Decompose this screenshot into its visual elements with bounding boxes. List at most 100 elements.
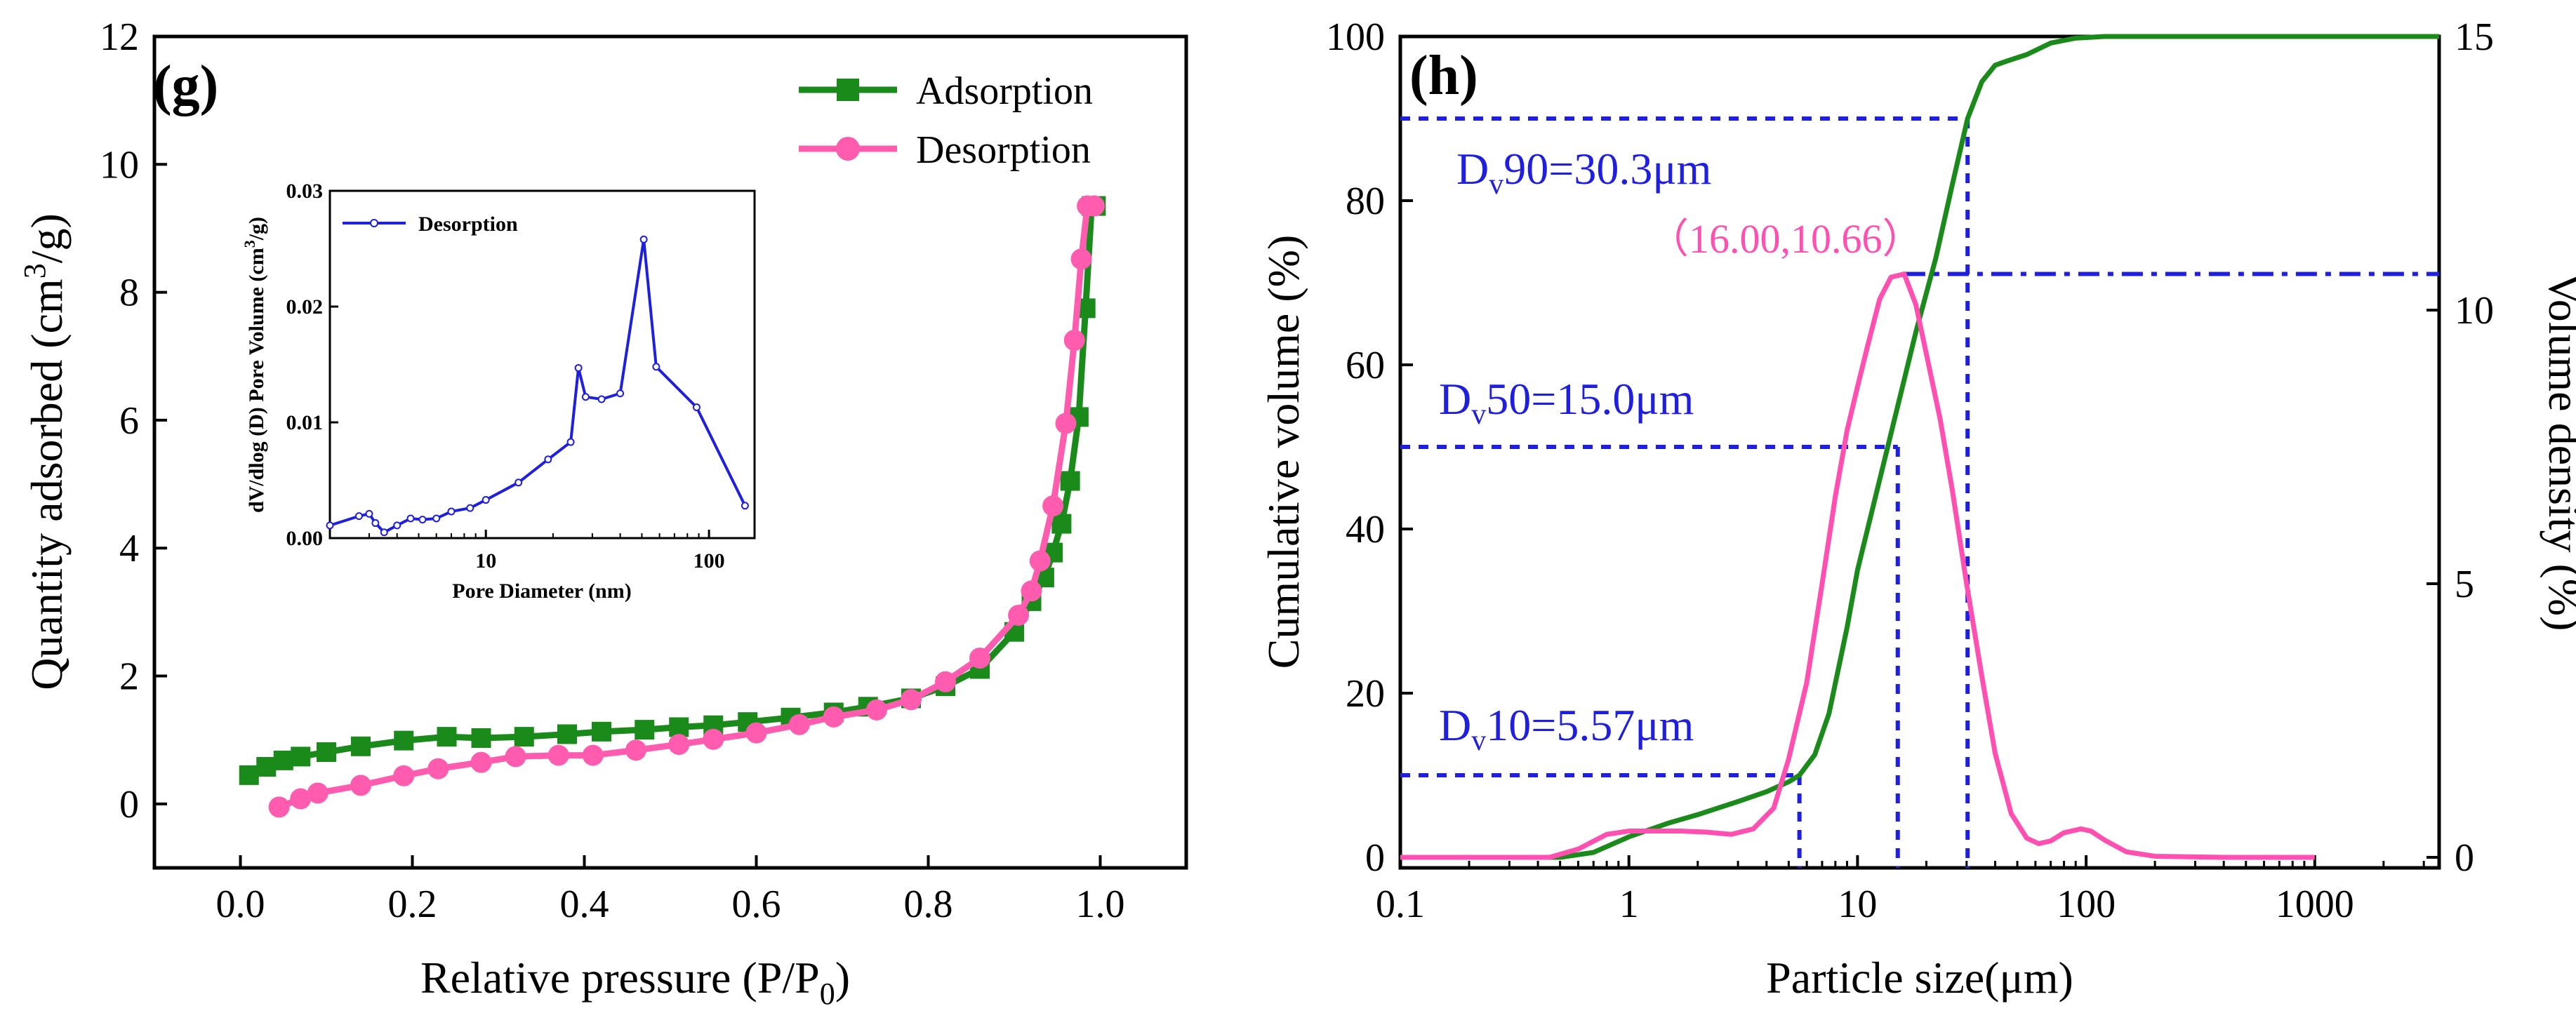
inset-ylabel: dV/dlog (D) Pore Volume (cm3/g) [241,217,268,513]
panel-h-ytick-right-label: 5 [2455,563,2474,606]
series-line-cumulative [1400,34,2439,860]
inset-data-point [365,509,373,518]
panel-h-ytick-label: 100 [1326,15,1385,59]
data-point-adsorption [351,736,371,756]
data-point-desorption [393,765,415,786]
panel-g-ytick-label: 4 [119,527,139,570]
inset-data-point [566,438,575,446]
data-point-desorption [470,751,492,773]
panel-g-xtick-label: 0.8 [904,883,953,926]
data-point-desorption [1055,413,1077,434]
data-point-adsorption [256,756,277,777]
panel-g-ylabel: Quantity adsorbed (cm3/g) [18,213,72,690]
annotation-dv90: Dv90=30.3μm [1456,144,1711,201]
panel-g-xlabel: Relative pressure (P/P0) [420,953,850,1011]
panel-g-xtick-label: 0.2 [388,883,437,926]
inset-plot-frame [328,189,756,540]
inset-data-point [544,455,552,464]
inset-data-point [380,528,388,537]
data-point-adsorption [317,742,336,763]
inset-ytick-label: 0.02 [286,295,324,319]
legend-item-adsorption: Adsorption [799,69,1093,113]
legend-item-desorption: Desorption [799,128,1091,172]
data-point-adsorption [1060,471,1080,491]
annotation-peak: （16.00,10.66） [1648,216,1923,262]
panel-h-xtick-label: 0.1 [1376,883,1425,926]
data-point-desorption [703,728,724,750]
panel-h-ylabel-left: Cumulative volume (%) [1259,235,1308,669]
panel-h-xlabel: Particle size(μm) [1766,953,2073,1003]
panel-h-ytick-label: 0 [1365,836,1385,880]
inset-data-point [581,393,590,401]
inset-legend-label: Desorption [418,213,518,236]
data-point-adsorption [471,728,491,748]
inset-xtick-label: 100 [693,549,725,572]
panel-h-xtick-label: 10 [1838,883,1877,926]
panel-h-letter: (h) [1409,45,1478,107]
panel-g-legend: Adsorption Desorption [799,69,1093,172]
inset-ytick-label: 0.00 [286,527,324,550]
panel-g-ytick-label: 0 [119,783,139,826]
data-point-adsorption [437,727,457,747]
panel-g-xtick-label: 0.4 [560,883,609,926]
data-point-desorption [1063,329,1085,351]
inset-data-point [393,521,401,530]
inset-data-point [692,403,701,412]
inset-ytick-label: 0.03 [286,180,324,203]
data-point-adsorption [273,750,293,770]
data-point-desorption [1070,248,1092,270]
inset-data-point [418,516,427,524]
data-point-desorption [1042,495,1064,517]
data-point-desorption [1021,580,1042,602]
data-point-adsorption [592,721,611,742]
panel-h-xtick-label: 1000 [2276,883,2354,926]
data-point-adsorption [291,746,311,767]
annotation-dv50: Dv50=15.0μm [1439,374,1694,431]
data-point-adsorption [557,724,577,744]
data-point-desorption [547,744,569,766]
inset-data-point [616,389,625,398]
inset-data-point [326,521,334,530]
data-point-desorption [350,775,371,796]
legend-label-desorption: Desorption [916,128,1091,172]
data-point-desorption [505,746,526,768]
data-point-desorption [866,699,887,721]
panel-g-xtick-label: 0.6 [732,883,781,926]
panel-g-ytick-label: 8 [119,272,139,315]
data-point-desorption [1083,195,1105,217]
inset-data-point [741,502,749,510]
data-point-desorption [1029,550,1051,572]
inset-data-point [406,514,415,523]
data-point-desorption [935,671,956,692]
inset-xlabel: Pore Diameter (nm) [452,580,631,603]
inset-chart: 10 100 0.00 0.01 0.02 0.03 Pore Diameter (nm… [241,180,756,603]
data-point-adsorption [635,720,655,740]
data-point-desorption [823,706,844,728]
data-point-desorption [969,648,990,669]
inset-data-point [597,395,606,403]
inset-data-point [447,507,456,516]
panel-h-ytick-label: 80 [1346,180,1385,223]
data-point-desorption [427,758,449,779]
panel-h-ytick-right-label: 10 [2455,289,2494,333]
data-point-desorption [290,788,312,810]
data-point-adsorption [669,717,689,737]
panel-g-chart: 0.0 0.2 0.4 0.6 0.8 1.0 0 2 4 6 8 10 12 (g) Relativ… [18,15,1188,1011]
inset-data-point [574,363,583,372]
data-point-desorption [901,689,922,711]
legend-label-adsorption: Adsorption [916,69,1093,113]
series-line-volume-density [1400,272,2315,860]
inset-xtick-label: 10 [475,549,496,572]
data-point-desorption [625,739,646,761]
data-point-adsorption [1051,514,1072,534]
data-point-desorption [307,782,328,804]
panel-g-xtick-label: 1.0 [1076,883,1125,926]
panel-h-ytick-label: 60 [1346,344,1385,387]
inset-data-point [432,514,441,523]
data-point-desorption [788,714,810,735]
data-point-adsorption [239,765,259,785]
inset-data-point [652,363,660,371]
panel-h-ytick-right-label: 0 [2455,836,2474,880]
data-point-adsorption [514,727,534,747]
inset-data-point [354,512,363,521]
